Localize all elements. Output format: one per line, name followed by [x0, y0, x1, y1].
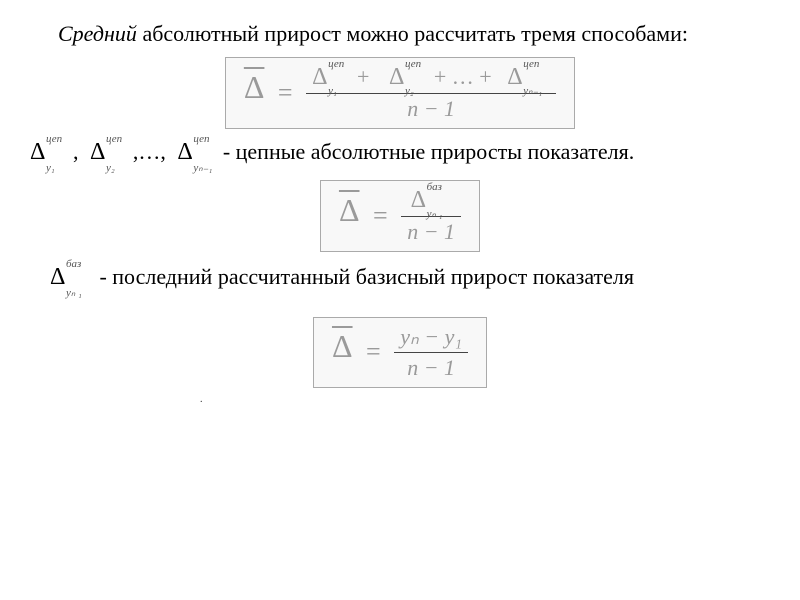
formula2-denominator: n − 1	[401, 217, 461, 245]
sup-cep-n: цеп	[523, 58, 539, 70]
delta-term-n: Δ цеп yₙ₋₁	[507, 64, 522, 91]
formula2-box: Δ = Δ баз yₙ ₁ n − 1	[320, 180, 480, 252]
formula3-container: Δ = yₙ − y₁ n − 1	[30, 317, 770, 388]
intro-paragraph: Средний абсолютный прирост можно рассчит…	[30, 20, 770, 49]
intro-italic: Средний	[58, 21, 137, 46]
ellipsis: + … +	[434, 64, 492, 89]
formula1-lhs-delta: Δ	[244, 67, 265, 106]
formula3-fraction: yₙ − y₁ n − 1	[394, 324, 468, 381]
sub-y2: y₂	[405, 85, 414, 97]
formula2-fraction: Δ баз yₙ ₁ n − 1	[401, 187, 461, 245]
dl-n: Δ цеп yₙ₋₁	[177, 139, 192, 166]
formula1-box: Δ = Δ цеп y₁ + Δ цеп y₂ + … + Δ цеп yₙ₋₁	[225, 57, 575, 129]
eq-sign-2: =	[373, 201, 388, 230]
formula1-numerator: Δ цеп y₁ + Δ цеп y₂ + … + Δ цеп yₙ₋₁	[306, 64, 556, 94]
baz-explanation: - последний рассчитанный базисный прирос…	[99, 264, 770, 290]
trailing-dot: .	[200, 394, 770, 405]
dl-sub-2: y₂	[106, 162, 115, 174]
formula3-numerator: yₙ − y₁	[394, 324, 468, 353]
delta-term-1: Δ цеп y₁	[312, 64, 327, 91]
dl-1: Δ цеп y₁	[30, 139, 45, 166]
f2-sup: баз	[427, 181, 442, 193]
dl-2: Δ цеп y₂	[90, 139, 105, 166]
formula1-denominator: n − 1	[306, 94, 556, 122]
sup-cep-1: цеп	[328, 58, 344, 70]
formula2-numerator: Δ баз yₙ ₁	[401, 187, 461, 217]
eq-sign: =	[278, 78, 293, 107]
f2-delta: Δ баз yₙ ₁	[411, 187, 426, 214]
delta-list: Δ цеп y₁ , Δ цеп y₂ ,…, Δ цеп yₙ₋₁	[30, 139, 193, 166]
delta-term-2: Δ цеп y₂	[389, 64, 404, 91]
dl-sup-1: цеп	[46, 133, 62, 145]
sub-yn1: yₙ₋₁	[523, 84, 542, 97]
formula2-container: Δ = Δ баз yₙ ₁ n − 1	[30, 180, 770, 252]
dl-sub-1: y₁	[46, 162, 55, 174]
plus-1: +	[357, 64, 369, 89]
intro-rest: абсолютный прирост можно рассчитать трем…	[137, 21, 688, 46]
baz-delta: Δ баз yₙ ₁	[50, 264, 65, 291]
chain-explanation: - цепные абсолютные приросты показателя.	[223, 139, 770, 165]
dl-sup-n: цеп	[193, 133, 209, 145]
formula1-container: Δ = Δ цеп y₁ + Δ цеп y₂ + … + Δ цеп yₙ₋₁	[30, 57, 770, 129]
sup-cep-2: цеп	[405, 58, 421, 70]
dl-sub-n: yₙ₋₁	[193, 161, 212, 174]
baz-sub: yₙ ₁	[66, 286, 82, 299]
dl-sup-2: цеп	[106, 133, 122, 145]
formula3-lhs: Δ	[332, 326, 353, 365]
formula1-fraction: Δ цеп y₁ + Δ цеп y₂ + … + Δ цеп yₙ₋₁ n −…	[306, 64, 556, 122]
f2-sub: yₙ ₁	[427, 207, 443, 220]
formula3-box: Δ = yₙ − y₁ n − 1	[313, 317, 487, 388]
eq-sign-3: =	[366, 337, 381, 366]
baz-delta-sym: Δ баз yₙ ₁	[50, 264, 65, 291]
delta-list-row: Δ цеп y₁ , Δ цеп y₂ ,…, Δ цеп yₙ₋₁ - цеп…	[30, 139, 770, 166]
baz-row: Δ баз yₙ ₁ - последний рассчитанный бази…	[50, 264, 770, 291]
baz-sup: баз	[66, 258, 81, 270]
formula3-denominator: n − 1	[394, 353, 468, 381]
sub-y1: y₁	[328, 85, 337, 97]
formula2-lhs: Δ	[339, 190, 360, 229]
